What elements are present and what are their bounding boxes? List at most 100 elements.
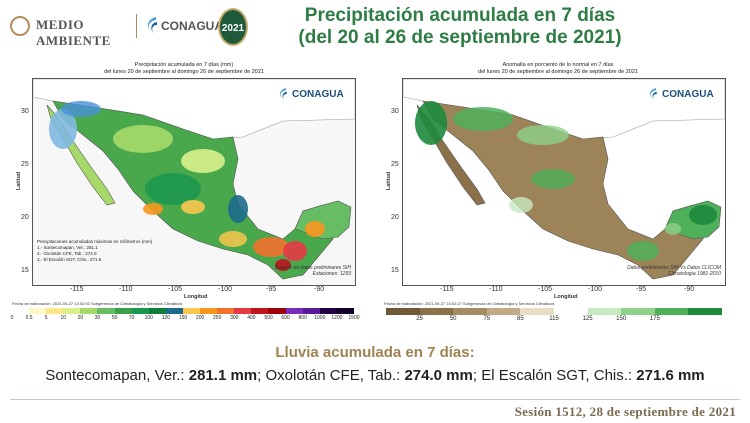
station-name: El Escalón SGT, Chis.: — [481, 367, 637, 384]
colorbar-tick: 400 — [247, 315, 256, 321]
anomaly-colorbar-ticks: 25 50 75 85 115 125 150 175 — [386, 316, 722, 324]
conagua-watermark: CONAGUA — [645, 83, 721, 105]
colorbar-swatch — [336, 308, 354, 314]
water-swirl-icon — [280, 88, 287, 100]
colorbar-swatch — [182, 308, 201, 314]
colorbar-tick: 500 — [264, 315, 273, 321]
logo-divider — [136, 14, 137, 38]
colorbar-tick: 85 — [517, 316, 524, 322]
precip-colorbar — [12, 308, 354, 314]
conagua-watermark: CONAGUA — [275, 83, 351, 105]
y-tick: 25 — [21, 161, 29, 168]
map-title-line2: del lunes 20 de septiembre al domingo 26… — [104, 69, 264, 75]
colorbar-tick: 150 — [616, 316, 627, 322]
watermark-text: CONAGUA — [662, 89, 714, 100]
y-axis-label: Latitud — [16, 171, 23, 191]
colorbar-tick: 1500 — [348, 315, 360, 321]
colorbar-swatch — [165, 308, 183, 314]
colorbar-swatch — [46, 308, 64, 314]
x-tick: -100 — [588, 286, 603, 293]
footer-divider — [10, 399, 740, 400]
precip-colorbar-ticks: 0 0.5 5 10 20 30 50 70 100 120 150 200 250 300 400 500 6… — [10, 315, 360, 323]
precipitation-map: Precipitación acumulada en 7 días (mm) d… — [8, 58, 360, 328]
x-axis-label: Longitud — [184, 294, 208, 300]
colorbar-tick: 250 — [213, 315, 222, 321]
colorbar-swatch — [12, 308, 30, 314]
map-plot-area: CONAGUA Precipitaciones acumuladas máxim… — [32, 78, 356, 286]
colorbar-tick: 175 — [649, 316, 660, 322]
x-tick: -115 — [70, 286, 84, 293]
colorbar-tick: 120 — [161, 315, 171, 321]
colorbar-tick: 25 — [416, 316, 423, 322]
max-precip-legend: Precipitaciones acumuladas máximas en mi… — [37, 239, 187, 263]
x-tick: -105 — [538, 286, 553, 293]
colorbar-tick: 1000 — [314, 315, 326, 321]
anomaly-map: Anomalía en porciento de lo normal en 7 … — [382, 58, 734, 328]
x-tick: -110 — [119, 286, 133, 293]
x-tick: -90 — [684, 286, 695, 293]
watermark-text: CONAGUA — [292, 89, 344, 100]
map-title-line1: Precipitación acumulada en 7 días (mm) — [134, 62, 234, 68]
colorbar-swatch — [587, 308, 622, 315]
colorbar-swatch — [453, 308, 487, 315]
page-title-line2: (del 20 al 26 de septiembre de 2021) — [298, 27, 622, 48]
anomaly-field — [403, 79, 725, 280]
credit-line: Estaciones: 1293 — [312, 271, 351, 277]
y-tick: 20 — [391, 214, 399, 221]
station-value: 274.0 mm — [404, 367, 473, 384]
map-plot-area: CONAGUA Datos preliminares SIH Vs Datos … — [402, 78, 726, 286]
x-tick: -90 — [314, 286, 325, 293]
colorbar-swatch — [29, 308, 47, 314]
legend-item: 1.- Sontecomapan, Ver.: 281.1 — [37, 245, 98, 250]
colorbar-swatch — [131, 308, 149, 314]
map-footnote: Fecha de elaboración: 2021-09-27 13:02:0… — [12, 301, 183, 306]
colorbar-tick: 800 — [298, 315, 307, 321]
colorbar-swatch — [268, 308, 286, 314]
legend-title: Precipitaciones acumuladas máximas en mi… — [37, 239, 153, 244]
y-axis-label: Latitud — [386, 171, 393, 191]
colorbar-tick: 0.5 — [25, 315, 33, 321]
anomaly-colorbar — [386, 308, 722, 315]
colorbar-tick: 0 — [10, 315, 14, 321]
x-tick: -95 — [636, 286, 647, 293]
colorbar-tick: 10 — [60, 315, 67, 321]
colorbar-swatch — [486, 308, 521, 315]
station-value: 281.1 mm — [188, 367, 258, 384]
colorbar-tick: 50 — [111, 315, 118, 321]
colorbar-tick: 600 — [281, 315, 290, 321]
colorbar-tick: 1200 — [331, 315, 343, 321]
colorbar-tick: 50 — [449, 316, 457, 322]
y-tick: 15 — [21, 267, 29, 274]
colorbar-swatch — [520, 308, 554, 315]
stations-summary: Sontecomapan, Ver.: 281.1 mm; Oxolotán C… — [0, 367, 750, 384]
colorbar-swatch — [251, 308, 269, 314]
credit-line: Climatología 1981-2010 — [667, 271, 721, 277]
colorbar-swatch — [63, 308, 81, 314]
x-axis-label: Longitud — [554, 294, 578, 300]
colorbar-tick: 200 — [195, 315, 205, 321]
colorbar-tick: 30 — [94, 315, 101, 321]
coat-of-arms-icon — [10, 16, 30, 36]
colorbar-tick: 75 — [483, 316, 491, 322]
colorbar-tick: 150 — [178, 315, 188, 321]
colorbar-swatch — [419, 308, 454, 315]
colorbar-swatch — [114, 308, 132, 314]
colorbar-swatch — [654, 308, 689, 315]
colorbar-tick: 125 — [582, 316, 593, 322]
x-tick: -115 — [440, 286, 454, 293]
legend-item: 3.- El Escalón SGT, Chis.: 271.6 — [37, 257, 102, 262]
x-tick: -100 — [218, 286, 233, 293]
colorbar-tick: 5 — [44, 315, 48, 321]
colorbar-swatch — [234, 308, 252, 314]
credit-line: Datos preliminares SIH Vs Datos CLICOM — [627, 265, 721, 271]
map-title-line2: del lunes 20 de septiembre al domingo 26… — [478, 69, 638, 75]
colorbar-swatch — [319, 308, 337, 314]
water-swirl-icon — [650, 88, 657, 100]
colorbar-swatch — [80, 308, 98, 314]
colorbar-tick: 20 — [77, 315, 84, 321]
colorbar-swatch — [302, 308, 320, 314]
colorbar-swatch — [621, 308, 655, 315]
station-name: Sontecomapan, Ver.: — [45, 367, 189, 384]
y-tick: 25 — [391, 161, 399, 168]
water-swirl-icon — [148, 17, 157, 33]
